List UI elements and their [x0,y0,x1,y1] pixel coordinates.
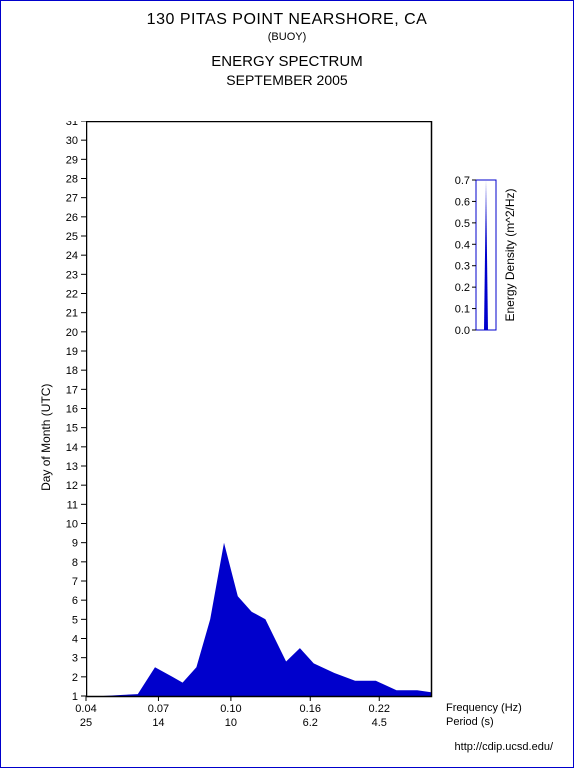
x-tick-period: 10 [225,717,237,729]
y-tick-label: 30 [66,135,78,147]
x-tick-freq: 0.16 [300,703,321,715]
y-tick-label: 15 [66,423,78,435]
y-tick-label: 22 [66,289,78,301]
y-tick-label: 10 [66,519,78,531]
x-axis-freq-label: Frequency (Hz) [446,702,522,714]
title-sub: (BUOY) [1,31,573,43]
legend-tick: 0.0 [455,325,470,336]
legend-tick: 0.6 [455,196,470,208]
y-tick-label: 26 [66,212,78,224]
y-tick-label: 24 [66,250,78,262]
y-tick-label: 9 [72,538,78,550]
legend-axis-label: Energy Density (m^2/Hz) [503,189,517,322]
y-tick-label: 13 [66,461,78,473]
y-tick-label: 8 [72,557,78,569]
y-tick-label: 20 [66,327,78,339]
figure-frame: 130 PITAS POINT NEARSHORE, CA (BUOY) ENE… [0,0,574,768]
colorbar-legend: 0.0 0.1 0.2 0.3 0.4 0.5 0.6 0.7 Energy Density (… [442,176,526,341]
y-tick-label: 17 [66,384,78,396]
y-tick-label: 25 [66,231,78,243]
legend-arrow-icon [484,180,488,330]
x-axis-period-label: Period (s) [446,716,522,728]
legend-tick: 0.1 [455,304,470,316]
y-tick-label: 28 [66,174,78,186]
x-tick-period: 6.2 [303,717,318,729]
y-tick-label: 1 [72,691,78,703]
legend-tick: 0.2 [455,282,470,294]
x-tick-period: 4.5 [372,717,387,729]
title-block: 130 PITAS POINT NEARSHORE, CA (BUOY) ENE… [1,11,573,88]
y-tick-label: 16 [66,404,78,416]
x-tick-freq: 0.10 [220,703,241,715]
title-main: 130 PITAS POINT NEARSHORE, CA [1,11,573,29]
y-tick-label: 21 [66,308,78,320]
legend-tick: 0.7 [455,176,470,187]
y-tick-label: 18 [66,365,78,377]
footer-url: http://cdip.ucsd.edu/ [455,741,553,753]
x-tick-period: 14 [152,717,164,729]
y-tick-label: 3 [72,653,78,665]
y-tick-label: 6 [72,595,78,607]
x-tick-freq: 0.22 [369,703,390,715]
energy-spectrum-chart: 1234567891011121314151617181920212223242… [86,121,433,698]
x-tick-period: 25 [80,717,92,729]
y-tick-label: 4 [72,634,78,646]
x-tick-freq: 0.04 [75,703,96,715]
y-tick-label: 31 [66,121,78,128]
y-tick-label: 11 [67,499,78,511]
legend-tick: 0.5 [455,218,470,230]
y-tick-label: 27 [66,193,78,205]
y-tick-label: 12 [66,480,78,492]
y-tick-label: 2 [72,672,78,684]
y-tick-label: 19 [66,346,78,358]
legend-tick: 0.4 [455,239,470,251]
y-tick-label: 23 [66,269,78,281]
y-tick-label: 7 [72,576,78,588]
title-spectrum: ENERGY SPECTRUM [1,53,573,70]
y-tick-label: 5 [72,614,78,626]
x-axis-labels: Frequency (Hz) Period (s) [446,702,522,728]
x-tick-freq: 0.07 [148,703,169,715]
legend-tick: 0.3 [455,261,470,273]
y-tick-label: 14 [66,442,78,454]
y-tick-label: 29 [66,154,78,166]
y-axis-label: Day of Month (UTC) [39,384,53,491]
title-date: SEPTEMBER 2005 [1,72,573,88]
